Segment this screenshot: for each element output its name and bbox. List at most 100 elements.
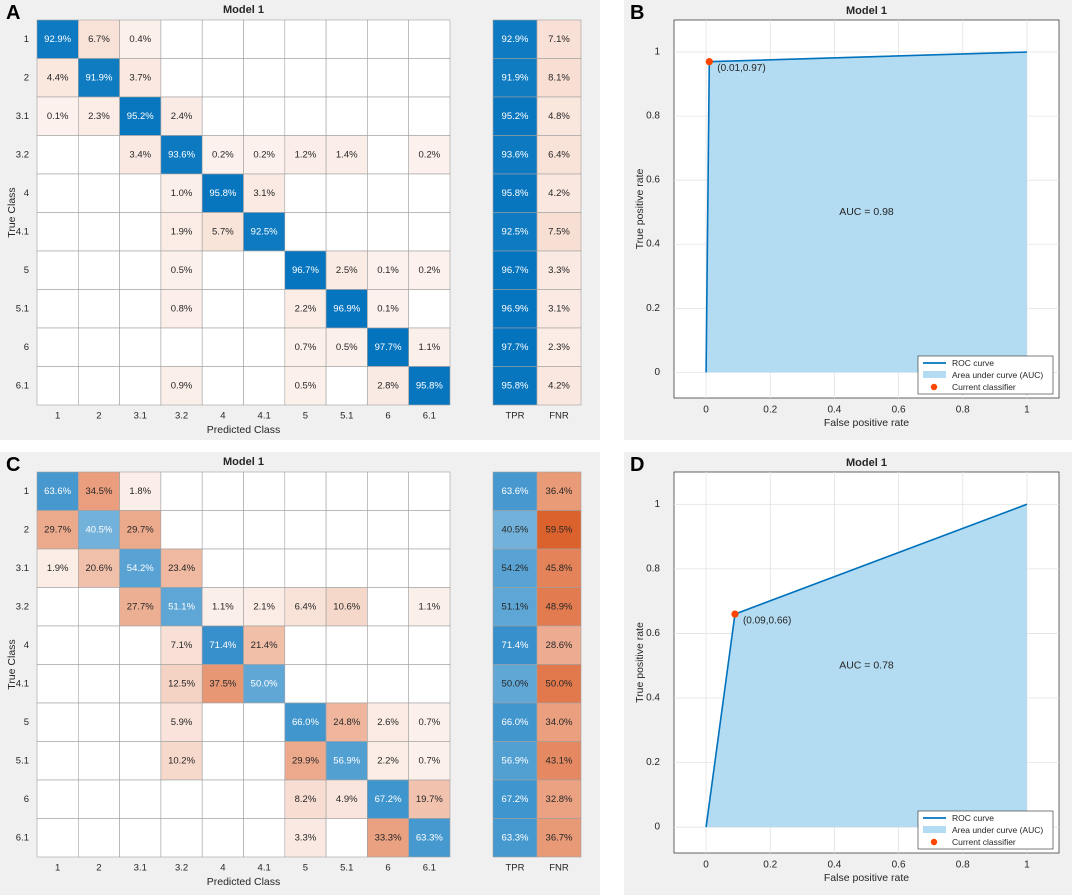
matrix-cell — [243, 250, 286, 290]
y-tick-label: 0.4 — [646, 693, 660, 704]
column-tick-label: 1 — [55, 411, 60, 422]
y-axis-label: True positive rate — [634, 168, 646, 249]
legend-point-swatch — [930, 383, 938, 391]
row-tick-label: 4 — [24, 640, 29, 651]
matrix-cell — [201, 96, 244, 136]
fnr-cell — [536, 510, 582, 550]
tpr-cell — [492, 366, 538, 406]
matrix-cell — [78, 664, 120, 704]
matrix-cell — [201, 548, 244, 588]
matrix-cell — [243, 625, 286, 665]
matrix-value: 0.2% — [419, 149, 441, 160]
x-tick-label: 0.8 — [956, 860, 970, 871]
tpr-cell — [492, 510, 538, 550]
matrix-cell — [160, 250, 203, 290]
matrix-cell — [408, 779, 451, 819]
matrix-value: 24.8% — [333, 717, 360, 728]
matrix-cell — [408, 510, 451, 550]
matrix-cell — [367, 510, 409, 550]
tpr-value: 71.4% — [502, 640, 529, 651]
matrix-cell — [36, 19, 79, 59]
fnr-value: 4.2% — [548, 188, 570, 199]
tpr-value: 67.2% — [502, 794, 529, 805]
matrix-value: 96.9% — [333, 303, 360, 314]
tpr-cell — [492, 818, 538, 858]
matrix-cell — [367, 173, 409, 213]
matrix-cell — [78, 587, 120, 627]
matrix-cell — [119, 366, 162, 406]
row-tick-label: 6 — [24, 794, 29, 805]
matrix-cell — [119, 471, 162, 511]
matrix-cell — [160, 289, 203, 329]
matrix-cell — [119, 327, 162, 367]
tpr-value: 92.9% — [502, 34, 529, 45]
y-tick-label: 0.4 — [646, 239, 660, 250]
matrix-value: 10.6% — [333, 601, 360, 612]
matrix-cell — [78, 741, 120, 781]
matrix-cell — [119, 818, 162, 858]
matrix-cell — [78, 250, 120, 290]
matrix-cell — [36, 327, 79, 367]
matrix-cell — [367, 664, 409, 704]
row-tick-label: 4.1 — [16, 678, 29, 689]
matrix-value: 66.0% — [292, 717, 319, 728]
matrix-cell — [284, 664, 327, 704]
point-label: (0.09,0.66) — [743, 616, 791, 627]
y-tick-label: 0.6 — [646, 175, 660, 186]
fnr-value: 59.5% — [546, 524, 573, 535]
matrix-cell — [201, 664, 244, 704]
row-tick-label: 5 — [24, 717, 29, 728]
column-tick-label: 4.1 — [258, 411, 271, 422]
fnr-value: 3.1% — [548, 303, 570, 314]
matrix-cell — [78, 818, 120, 858]
matrix-cell — [367, 327, 409, 367]
matrix-cell — [243, 289, 286, 329]
legend-point-label: Current classifier — [952, 382, 1016, 392]
matrix-value: 0.2% — [253, 149, 275, 160]
matrix-value: 0.5% — [295, 380, 317, 391]
matrix-value: 1.2% — [295, 149, 317, 160]
matrix-cell — [201, 173, 244, 213]
matrix-value: 19.7% — [416, 794, 443, 805]
tpr-value: 63.3% — [502, 832, 529, 843]
matrix-cell — [36, 702, 79, 742]
tpr-cell — [492, 327, 538, 367]
matrix-cell — [36, 818, 79, 858]
matrix-cell — [325, 135, 368, 175]
matrix-value: 95.8% — [209, 188, 236, 199]
matrix-cell — [119, 587, 162, 627]
matrix-cell — [243, 327, 286, 367]
y-axis-label: True Class — [6, 187, 18, 237]
matrix-cell — [78, 366, 120, 406]
tpr-value: 93.6% — [502, 149, 529, 160]
matrix-cell — [36, 664, 79, 704]
y-tick-label: 0 — [654, 367, 660, 378]
fnr-header: FNR — [549, 863, 569, 874]
x-axis-label: Predicted Class — [207, 424, 281, 436]
y-tick-label: 0.8 — [646, 563, 660, 574]
matrix-value: 29.7% — [127, 524, 154, 535]
matrix-cell — [160, 366, 203, 406]
panel-c: Model 1 63.6% 34.5% 1.8% 1 29.7% 40.5% 29.7% 2 1.… — [0, 452, 600, 895]
roc-chart-b: Model 1 0 0.2 0.4 0.6 0.8 1 0 0.2 0.4 0.6 0.8 1 (0.01… — [634, 5, 1060, 429]
fnr-value: 7.1% — [548, 34, 570, 45]
matrix-cell — [201, 587, 244, 627]
matrix-value: 3.3% — [295, 832, 317, 843]
matrix-cell — [36, 587, 79, 627]
matrix-value: 20.6% — [85, 563, 112, 574]
matrix-value: 56.9% — [333, 755, 360, 766]
matrix-value: 2.4% — [171, 111, 193, 122]
matrix-cell — [78, 19, 120, 59]
fnr-value: 2.3% — [548, 342, 570, 353]
fnr-cell — [536, 625, 582, 665]
confusion-matrix-a: Model 1 92.9% 6.7% 0.4% 1 4.4% 91.9% 3.7% 2 0.1% 2… — [6, 4, 582, 436]
matrix-value: 0.5% — [171, 265, 193, 276]
matrix-cell — [160, 58, 203, 98]
matrix-cell — [243, 366, 286, 406]
matrix-cell — [367, 625, 409, 665]
y-tick-label: 0.2 — [646, 303, 660, 314]
matrix-cell — [78, 96, 120, 136]
matrix-cell — [284, 173, 327, 213]
matrix-cell — [367, 96, 409, 136]
legend-roc-label: ROC curve — [952, 358, 994, 368]
